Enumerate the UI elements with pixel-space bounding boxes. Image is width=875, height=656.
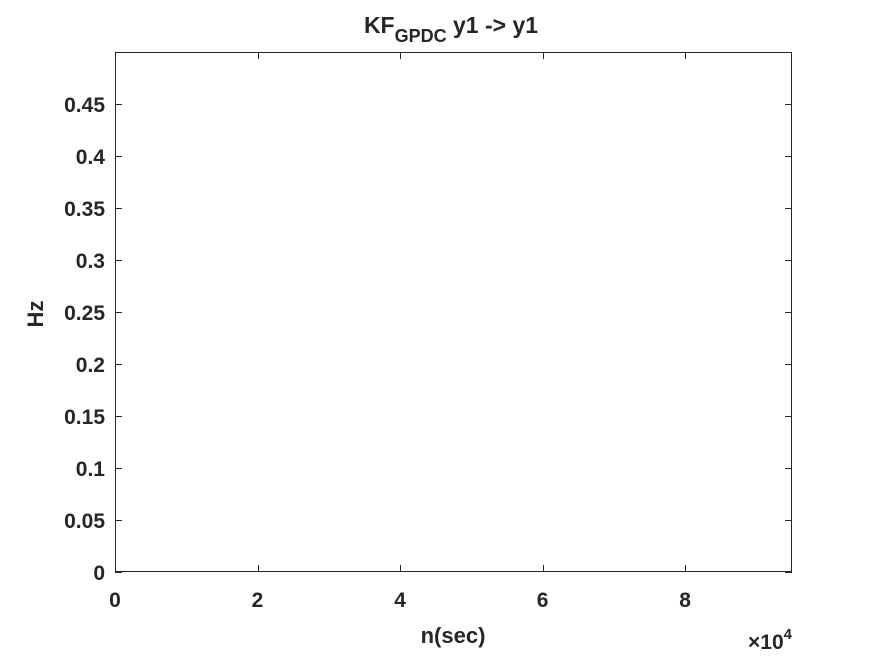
y-axis-label: Hz (23, 301, 48, 328)
plot-area (115, 52, 792, 572)
x-exponent-label: ×104 (748, 626, 793, 654)
y-tick-label: 0.2 (76, 354, 105, 377)
x-tick-label: 6 (537, 589, 549, 612)
x-exponent-prefix: ×10 (748, 631, 784, 654)
y-tick-label: 0.1 (76, 458, 106, 481)
y-tick-label: 0.15 (64, 406, 105, 429)
x-tick-label: 4 (394, 589, 406, 612)
y-tick-label: 0.45 (64, 94, 105, 117)
x-tick-label: 0 (109, 589, 121, 612)
y-tick-label: 0.35 (64, 198, 105, 221)
y-tick-label: 0.05 (64, 510, 105, 533)
y-tick-label: 0.25 (64, 302, 105, 325)
y-tick-label: 0.3 (76, 250, 105, 273)
x-exponent-power: 4 (784, 626, 793, 643)
title-subscript: GPDC (395, 26, 447, 46)
y-axis-ticks: 0 0.05 0.1 0.15 0.2 0.25 0.3 0.35 0.4 0.45 (64, 94, 792, 585)
x-tick-label: 8 (679, 589, 691, 612)
title-main: KF (364, 12, 395, 38)
x-axis-label: n(sec) (421, 623, 486, 648)
y-tick-label: 0.4 (76, 146, 106, 169)
x-tick-label: 2 (252, 589, 264, 612)
chart-title: KFGPDC y1 -> y1 (364, 12, 538, 46)
axes-box (115, 52, 792, 572)
x-axis-ticks: 0 2 4 6 8 (109, 52, 691, 612)
title-rest: y1 -> y1 (447, 12, 539, 38)
y-tick-label: 0 (93, 562, 105, 585)
